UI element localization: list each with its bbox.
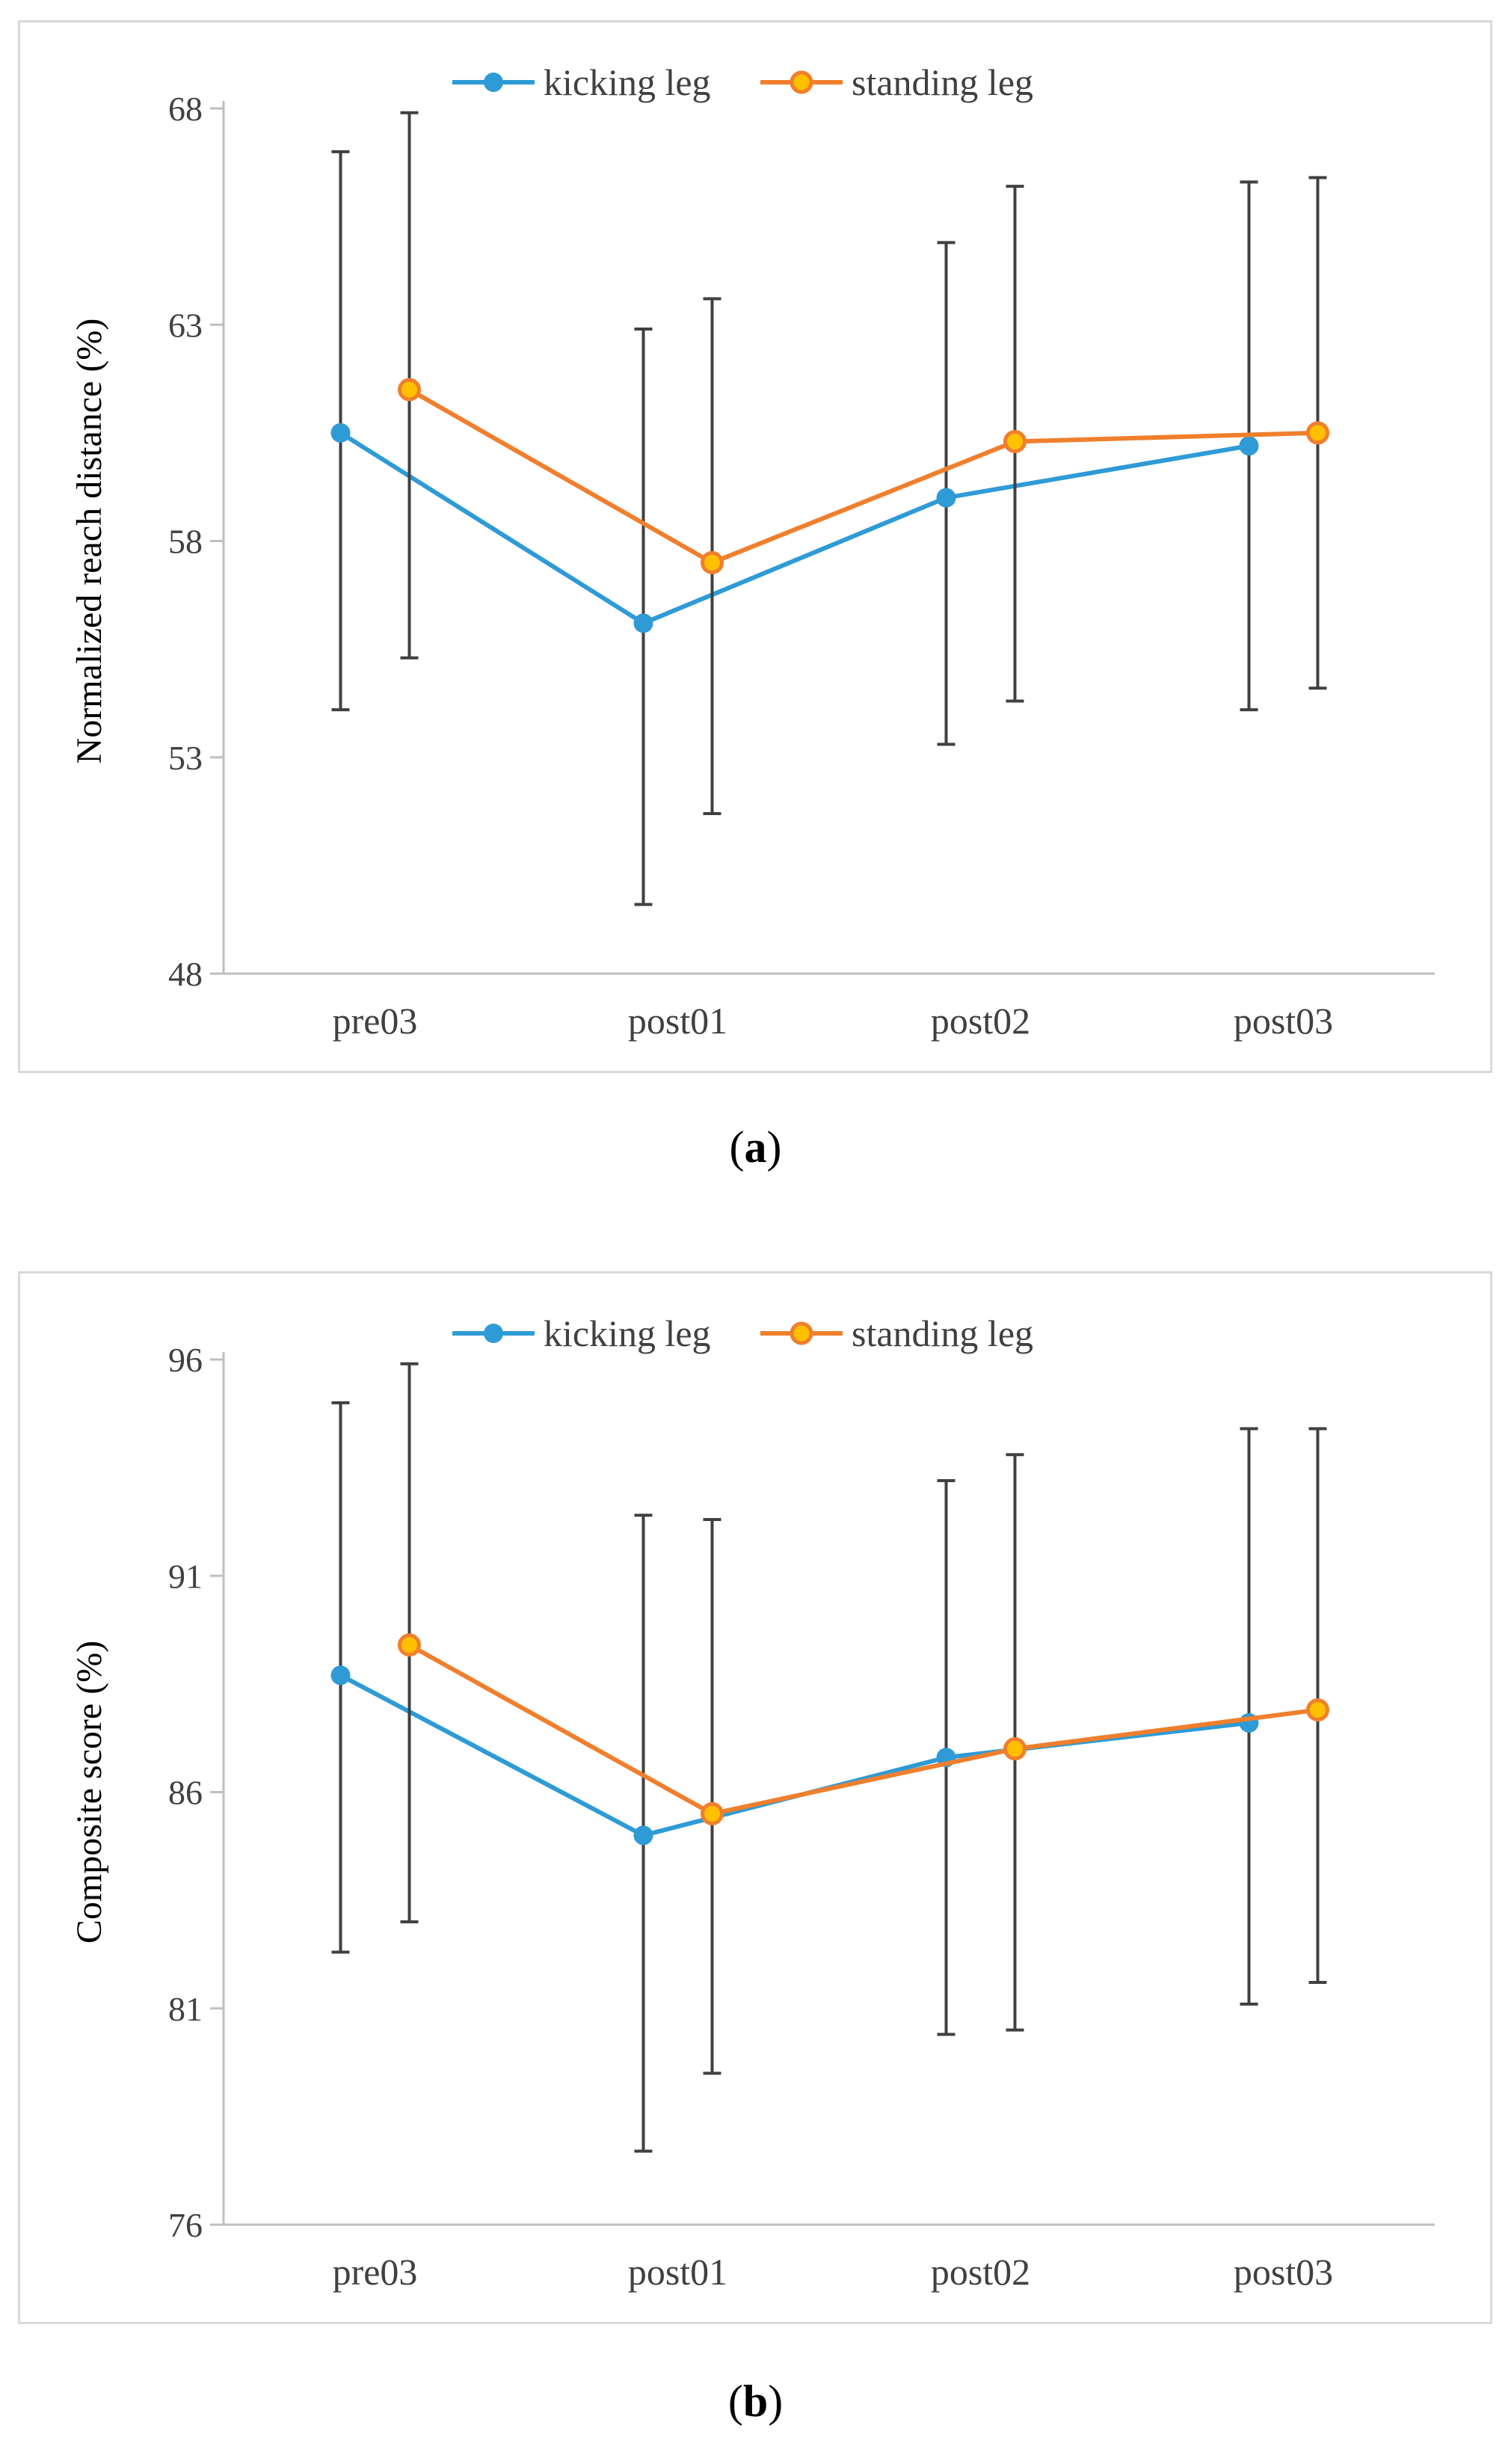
chart-b-series-line [408,1643,1318,1816]
chart-a-y-tick-label: 53 [168,739,203,777]
chart-b-data-point [1306,1698,1329,1722]
chart-a-x-tick-label: post01 [628,1000,727,1042]
chart-a-data-point [633,613,653,633]
chart-a-data-point [936,488,956,508]
chart-a-data-point [1003,429,1027,453]
chart-a-legend-label: standing leg [852,61,1033,103]
chart-b-data-point [330,1665,351,1686]
chart-b-data-point [398,1633,421,1657]
chart-b-x-tick-label: post01 [628,2251,727,2293]
chart-a-y-tick-label: 48 [168,955,203,993]
chart-b-legend-marker [484,1324,503,1343]
chart-a-data-point [1306,421,1329,445]
chart-b-legend-label: standing leg [852,1312,1033,1354]
chart-b-data-point [1003,1737,1027,1761]
caption-a-label: a [744,1122,767,1172]
chart-a-data-point [398,378,421,402]
caption-a: (a) [729,1122,782,1172]
chart-a-y-tick-label: 68 [168,90,203,128]
chart-b-y-axis-label: Composite score (%) [70,1641,109,1944]
chart-a-x-tick-label: post02 [931,1000,1030,1042]
chart-b-y-tick-label: 86 [168,1774,203,1812]
chart-a-legend-marker [790,70,813,94]
chart-b-x-tick-label: post03 [1234,2251,1333,2293]
chart-a-legend-label: kicking leg [544,61,711,103]
chart-a-data-point [1239,436,1259,456]
caption-b-label: b [742,2377,769,2426]
chart-b-svg: 76 81 86 91 96 pre03 post01 post02 post03 Composi… [70,1312,1435,2293]
chart-b-x-tick-label: post02 [931,2251,1030,2293]
chart-panel-b: 76 81 86 91 96 pre03 post01 post02 post03 Composi… [18,1271,1492,2324]
chart-b-data-point [633,1825,653,1846]
chart-a-data-point [701,550,724,574]
chart-b-series-line [339,1673,1249,1838]
chart-a-y-tick-label: 63 [168,306,203,344]
chart-b-legend-marker [790,1321,813,1345]
chart-a-y-tick-label: 58 [168,523,203,561]
chart-panel-a: 48 53 58 63 68 pre03 post01 post02 post03 Normali… [18,20,1492,1073]
chart-b-y-tick-label: 96 [168,1341,203,1379]
chart-a-series-line [339,431,1250,626]
chart-b-y-tick-label: 91 [168,1557,203,1595]
chart-a-data-point [330,423,351,443]
chart-a-x-tick-label: post03 [1234,1000,1333,1042]
chart-a-series-line [408,387,1318,565]
chart-b-data-point [701,1801,724,1825]
chart-a-svg: 48 53 58 63 68 pre03 post01 post02 post03 Normali… [70,61,1435,1042]
chart-a-legend-marker [484,73,503,92]
chart-b-x-tick-label: pre03 [333,2251,418,2293]
chart-b-legend-label: kicking leg [544,1312,711,1354]
chart-b-y-tick-label: 76 [168,2206,203,2244]
caption-b: (b) [727,2377,784,2426]
chart-b-y-tick-label: 81 [168,1990,203,2028]
chart-a-x-tick-label: pre03 [333,1000,418,1042]
chart-a-y-axis-label: Normalized reach distance (%) [70,319,109,764]
